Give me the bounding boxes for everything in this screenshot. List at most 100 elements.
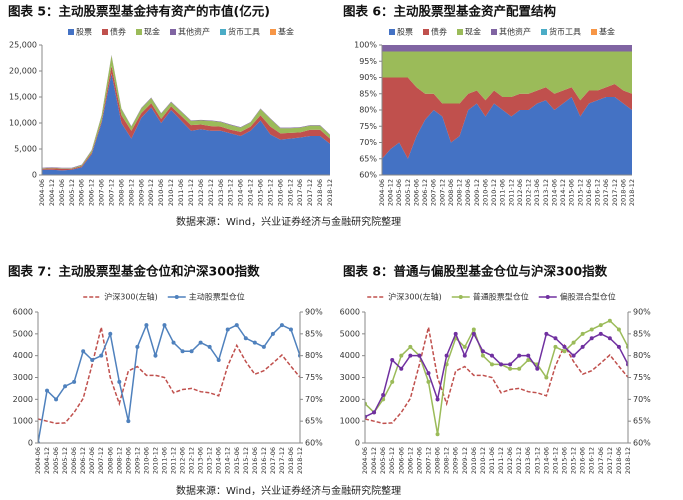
marker xyxy=(408,344,413,349)
y-tick-label: 3000 xyxy=(13,373,33,382)
x-tick-label: 2009-06 xyxy=(137,179,145,206)
x-tick-label: 2006-06 xyxy=(412,179,420,206)
legend-swatch xyxy=(170,29,176,35)
legend-label: 偏股混合型仓位 xyxy=(560,292,616,302)
x-tick-label: 2005-06 xyxy=(58,179,66,206)
y-tick-label: 80% xyxy=(359,106,377,115)
x-tick-label: 2017-06 xyxy=(602,179,610,206)
marker xyxy=(99,353,104,358)
legend-label: 基金 xyxy=(278,27,294,37)
x-tick-label: 2006-06 xyxy=(397,447,405,474)
x-tick-label: 2018-12 xyxy=(628,179,636,206)
x-tick-label: 2014-06 xyxy=(550,179,558,206)
marker xyxy=(426,379,431,384)
marker xyxy=(453,331,458,336)
x-tick-label: 2011-12 xyxy=(187,179,195,206)
x-tick-label: 2015-06 xyxy=(233,447,241,474)
legend-label: 货币工具 xyxy=(549,27,581,37)
x-tick-label: 2013-12 xyxy=(227,179,235,206)
x-tick-label: 2011-06 xyxy=(499,179,507,206)
legend-label: 现金 xyxy=(465,27,481,37)
marker xyxy=(580,344,585,349)
y-tick-label: 5,000 xyxy=(14,145,37,154)
x-tick-label: 2005-12 xyxy=(61,447,69,474)
x-tick-label: 2010-12 xyxy=(479,447,487,474)
x-tick-label: 2017-12 xyxy=(611,179,619,206)
y2-tick-label: 85% xyxy=(305,329,323,338)
x-tick-label: 2015-06 xyxy=(256,179,264,206)
x-tick-label: 2017-06 xyxy=(296,179,304,206)
marker xyxy=(580,331,585,336)
marker xyxy=(270,331,275,336)
marker xyxy=(72,379,77,384)
x-tick-label: 2016-06 xyxy=(276,179,284,206)
y-tick-label: 2000 xyxy=(340,395,360,404)
legend-swatch xyxy=(491,29,497,35)
x-tick-label: 2017-12 xyxy=(278,447,286,474)
line xyxy=(38,322,300,443)
marker xyxy=(535,366,540,371)
marker xyxy=(589,336,594,341)
marker xyxy=(198,340,203,345)
source-note: 数据来源：Wind，兴业证券经济与金融研究院整理 xyxy=(176,215,401,228)
marker xyxy=(544,331,549,336)
legend-label: 沪深300(左轴) xyxy=(104,292,158,302)
x-tick-label: 2012-06 xyxy=(179,447,187,474)
x-tick-label: 2006-06 xyxy=(78,179,86,206)
x-tick-label: 2004-06 xyxy=(378,179,386,206)
marker xyxy=(462,353,467,358)
source-note: 数据来源：Wind，兴业证券经济与金融研究院整理 xyxy=(176,484,401,497)
chart-panel: 图表 6：主动股票型基金资产配置结构 60% 65% 70% 75% 80% 85% 90% 9… xyxy=(343,4,636,207)
y2-tick-label: 90% xyxy=(633,308,651,317)
marker xyxy=(489,353,494,358)
x-tick-label: 2007-06 xyxy=(98,179,106,206)
x-tick-label: 2012-06 xyxy=(506,447,514,474)
marker xyxy=(417,353,422,358)
x-tick-label: 2006-12 xyxy=(421,179,429,206)
y2-tick-label: 70% xyxy=(633,395,651,404)
chart-panel: 图表 5：主动股票型基金持有资产的市值(亿元) 0 5,000 10,000 15,00… xyxy=(8,4,334,207)
marker xyxy=(381,392,386,397)
x-tick-label: 2015-12 xyxy=(266,179,274,206)
y-tick-label: 3000 xyxy=(340,373,360,382)
marker xyxy=(607,336,612,341)
x-tick-label: 2011-12 xyxy=(507,179,515,206)
x-tick-label: 2018-12 xyxy=(326,179,334,206)
x-tick-label: 2010-12 xyxy=(490,179,498,206)
legend-label: 股票 xyxy=(397,28,413,37)
legend-label: 基金 xyxy=(599,27,615,37)
marker xyxy=(499,362,504,367)
legend-swatch xyxy=(68,29,74,35)
x-tick-label: 2013-06 xyxy=(197,447,205,474)
legend-label: 沪深300(左轴) xyxy=(388,292,442,302)
x-tick-label: 2010-12 xyxy=(167,179,175,206)
y-tick-label: 85% xyxy=(359,89,377,98)
y-tick-label: 10,000 xyxy=(9,119,37,128)
legend-swatch xyxy=(591,29,597,35)
plot xyxy=(42,54,330,175)
y2-tick-label: 60% xyxy=(633,439,651,448)
line xyxy=(365,331,628,418)
legend-marker xyxy=(545,295,550,299)
area xyxy=(382,45,632,52)
y-tick-label: 75% xyxy=(359,122,377,131)
marker xyxy=(261,344,266,349)
x-tick-label: 2006-12 xyxy=(88,179,96,206)
x-tick-label: 2004-06 xyxy=(361,447,369,474)
x-tick-label: 2018-12 xyxy=(624,447,632,474)
marker xyxy=(135,344,140,349)
y2-tick-label: 65% xyxy=(305,417,323,426)
chart-panel: 图表 8：普通与偏股型基金仓位与沪深300指数 0 1000 2000 3000 4000… xyxy=(340,264,652,475)
x-tick-label: 2008-12 xyxy=(127,179,135,206)
area xyxy=(42,73,330,175)
marker xyxy=(399,366,404,371)
marker xyxy=(435,397,440,402)
x-tick-label: 2015-12 xyxy=(576,179,584,206)
marker xyxy=(279,323,284,328)
x-tick-label: 2013-12 xyxy=(542,179,550,206)
legend: 股票 债券 现金 其他资产 货币工具 基金 xyxy=(389,27,615,37)
legend-label: 股票 xyxy=(76,28,92,37)
legend-swatch xyxy=(457,29,463,35)
x-tick-label: 2004-06 xyxy=(38,179,46,206)
x-tick-label: 2013-06 xyxy=(217,179,225,206)
